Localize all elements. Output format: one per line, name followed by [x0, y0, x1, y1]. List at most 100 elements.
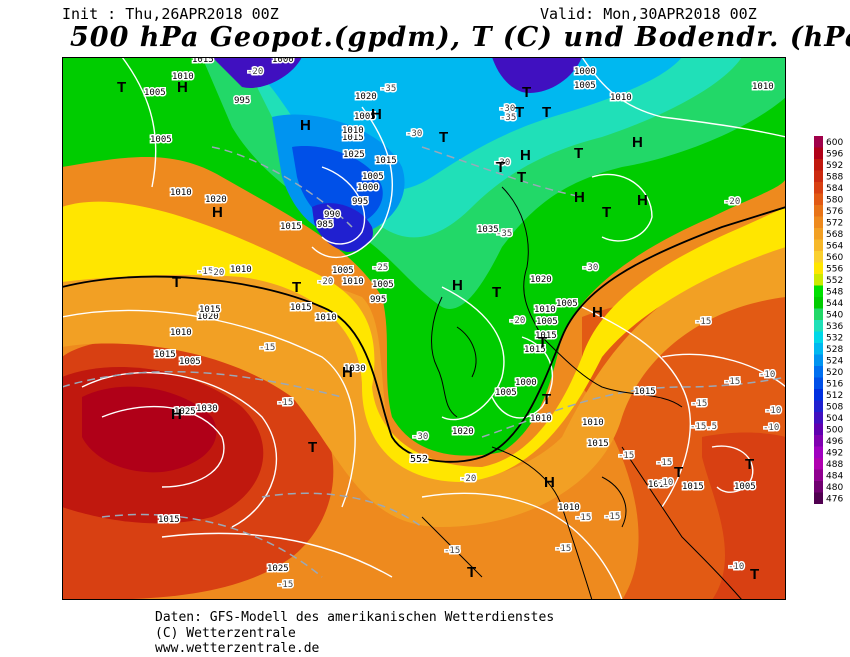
isobars	[62, 57, 786, 600]
high-pressure-marker: H	[342, 364, 353, 381]
legend-swatch	[814, 308, 823, 320]
legend-value: 524	[826, 357, 843, 367]
low-pressure-marker: T	[117, 79, 126, 96]
low-pressure-marker: T	[172, 274, 181, 291]
high-pressure-marker: H	[520, 147, 531, 164]
temperature-label: -10	[765, 406, 781, 416]
map-frame	[62, 57, 786, 600]
pressure-label: 1005	[144, 88, 166, 98]
low-pressure-marker: T	[574, 145, 583, 162]
legend-swatch	[814, 469, 823, 481]
temperature-label: -15	[555, 544, 571, 554]
legend-swatch	[814, 492, 823, 504]
footer-copyright: (C) Wetterzentrale	[155, 626, 296, 641]
temperature-label: -25	[372, 263, 388, 273]
pressure-label: 1015	[535, 331, 557, 341]
temperature-label: -15	[444, 546, 460, 556]
low-pressure-marker: T	[467, 564, 476, 581]
legend-swatch	[814, 458, 823, 470]
high-pressure-marker: H	[371, 106, 382, 123]
pressure-label: 1015	[154, 350, 176, 360]
low-pressure-marker: T	[515, 104, 524, 121]
pressure-label: 1005	[556, 299, 578, 309]
legend-value: 532	[826, 334, 843, 344]
temperature-label: -20	[208, 268, 224, 278]
legend-value: 592	[826, 161, 843, 171]
pressure-label: 1000	[357, 183, 379, 193]
legend-value: 576	[826, 207, 843, 217]
legend-swatch	[814, 481, 823, 493]
legend-value: 508	[826, 403, 843, 413]
temperature-label: -15.5	[690, 422, 717, 432]
high-pressure-marker: H	[544, 474, 555, 491]
pressure-label: 1010	[752, 82, 774, 92]
pressure-label: 1005	[354, 112, 376, 122]
pressure-label: 1015	[192, 57, 214, 65]
low-pressure-marker: T	[496, 159, 505, 176]
pressure-label: 1005	[734, 482, 756, 492]
legend-value: 560	[826, 253, 843, 263]
pressure-label: 1000	[574, 67, 596, 77]
field-yellow-band	[62, 201, 786, 482]
legend-swatch	[814, 251, 823, 263]
pressure-label: 1005	[332, 266, 354, 276]
temperature-label: -10	[763, 423, 779, 433]
pressure-label: 1020	[530, 275, 552, 285]
legend-value: 484	[826, 472, 843, 482]
init-time: Init : Thu,26APR2018 00Z	[62, 5, 279, 23]
legend-value: 540	[826, 311, 843, 321]
pressure-label: 1025	[267, 564, 289, 574]
pressure-label: 1010	[582, 418, 604, 428]
temperature-label: -10	[728, 562, 744, 572]
low-pressure-marker: T	[538, 334, 547, 351]
field-orange-band	[62, 247, 786, 527]
field-darkred-se	[702, 432, 786, 600]
temperature-label: -20	[724, 197, 740, 207]
legend-value: 572	[826, 219, 843, 229]
pressure-label: 1020	[355, 92, 377, 102]
pressure-label: 1005	[574, 81, 596, 91]
legend-swatch	[814, 354, 823, 366]
pressure-label: 1005	[372, 280, 394, 290]
legend-value: 564	[826, 242, 843, 252]
high-pressure-marker: H	[592, 304, 603, 321]
temperature-label: -15	[277, 580, 293, 590]
legend-value: 504	[826, 414, 843, 424]
legend-value: 584	[826, 184, 843, 194]
legend-swatch	[814, 377, 823, 389]
temperature-label: -35	[500, 113, 516, 123]
legend-swatch	[814, 320, 823, 332]
high-pressure-marker: H	[574, 189, 585, 206]
pressure-label: 1015	[375, 156, 397, 166]
legend-value: 512	[826, 391, 843, 401]
legend-swatch	[814, 285, 823, 297]
legend-swatch	[814, 366, 823, 378]
low-pressure-marker: T	[602, 204, 611, 221]
high-pressure-marker: H	[212, 204, 223, 221]
legend-value: 588	[826, 173, 843, 183]
temperature-label: -15	[724, 377, 740, 387]
temperature-label: -35	[496, 229, 512, 239]
pressure-label: 1000	[272, 57, 294, 65]
temperature-label: -15	[575, 513, 591, 523]
legend-value: 580	[826, 196, 843, 206]
legend-swatch	[814, 423, 823, 435]
legend-value: 480	[826, 483, 843, 493]
high-pressure-marker: H	[171, 406, 182, 423]
pressure-label: 1015	[280, 222, 302, 232]
pressure-label: 1010	[610, 93, 632, 103]
temperature-label: -10	[657, 478, 673, 488]
field-core-sw	[82, 386, 217, 473]
coastlines	[421, 186, 743, 600]
temperature-label: -30	[494, 158, 510, 168]
low-pressure-marker: T	[308, 439, 317, 456]
temperature-label: -10	[759, 370, 775, 380]
legend-swatch	[814, 412, 823, 424]
pressure-label: 1010	[534, 305, 556, 315]
pressure-label: 1010	[315, 313, 337, 323]
pressure-label: 1015	[290, 303, 312, 313]
legend-swatch	[814, 446, 823, 458]
footer-url: www.wetterzentrale.de	[155, 641, 320, 656]
temperature-label: -20	[317, 277, 333, 287]
